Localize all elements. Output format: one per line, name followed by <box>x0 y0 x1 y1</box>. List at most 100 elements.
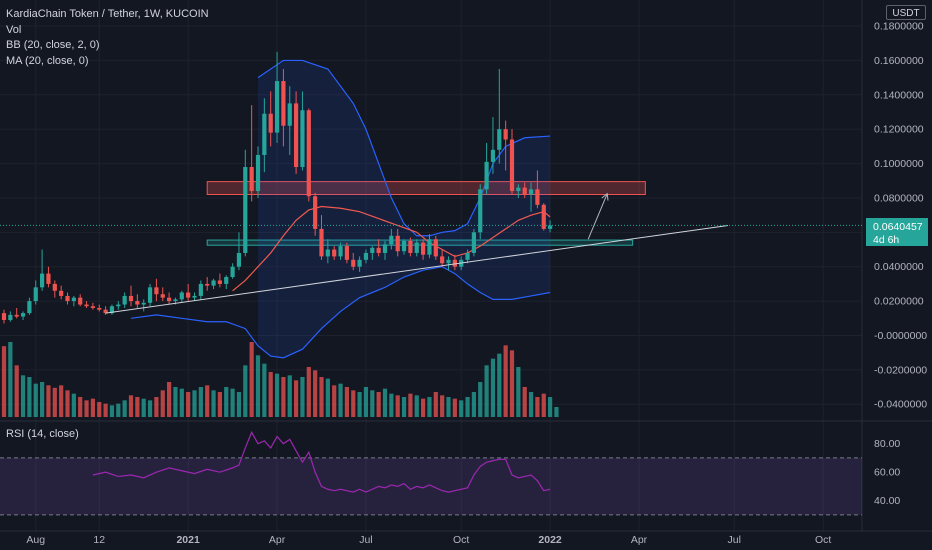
volume-bar <box>116 403 121 417</box>
axes: Aug 12 2021 Apr Jul Oct 2022 Apr Jul Oct 0.1800000… <box>26 21 927 546</box>
volume-bar <box>274 373 280 417</box>
candle <box>478 184 483 240</box>
candle-body <box>198 283 203 296</box>
y-tick-label: -0.0400000 <box>874 399 927 411</box>
vol-legend[interactable]: Vol <box>6 23 22 36</box>
candle <box>427 234 432 259</box>
volume-bar <box>440 395 445 417</box>
volume-bar <box>236 392 242 417</box>
candle <box>370 246 375 260</box>
volume-bar <box>141 398 146 417</box>
candle <box>167 292 172 305</box>
symbol-title[interactable]: KardiaChain Token / Tether, 1W, KUCOIN <box>6 8 209 20</box>
volume-bar <box>408 393 413 417</box>
volume-bar <box>503 345 508 417</box>
candle-body <box>1 313 7 321</box>
candle <box>205 277 210 291</box>
candle-body <box>147 287 153 303</box>
candle <box>548 220 553 233</box>
candle-body <box>78 297 83 305</box>
volume-bar <box>217 392 222 417</box>
volume-bar <box>548 397 553 417</box>
rsi-legend[interactable]: RSI (14, close) <box>6 428 79 440</box>
candle <box>300 91 305 171</box>
candle-body <box>103 309 108 314</box>
volume-bar <box>490 358 496 417</box>
drawing-overlays <box>0 192 862 314</box>
candle-body <box>27 301 32 314</box>
candle-body <box>52 283 57 291</box>
candle-body <box>446 259 451 264</box>
volume-bar <box>160 390 165 417</box>
bb-legend[interactable]: BB (20, close, 2, 0) <box>6 39 100 51</box>
y-tick-label: 0.1400000 <box>874 89 924 101</box>
y-tick-label: 0.1600000 <box>874 55 924 67</box>
current-price-value: 0.0640457 <box>873 221 923 234</box>
candle-body <box>274 81 280 133</box>
volume-bar <box>33 383 38 417</box>
candle-body <box>167 297 172 302</box>
trendline <box>105 224 728 314</box>
candle-body <box>465 252 470 260</box>
volume-bar <box>395 395 400 417</box>
candle-body <box>186 292 191 298</box>
candle-body <box>90 306 95 308</box>
candle-body <box>484 161 489 190</box>
volume-bar <box>59 385 64 417</box>
candle <box>490 117 496 174</box>
candle-body <box>211 280 216 286</box>
volume-bar <box>465 397 470 417</box>
candle <box>452 254 457 271</box>
grid <box>0 0 932 532</box>
candle <box>325 239 330 264</box>
volume-bar <box>522 387 527 417</box>
volume-bar <box>427 397 432 417</box>
volume-bar <box>541 393 546 417</box>
candle-body <box>65 295 70 302</box>
candle-body <box>522 187 527 195</box>
candle <box>141 299 146 312</box>
rsi-pane <box>0 430 862 516</box>
ma-legend[interactable]: MA (20, close, 0) <box>6 54 89 67</box>
candle-body <box>173 299 178 302</box>
volume-bar <box>554 407 559 417</box>
candle <box>135 294 140 308</box>
volume-bar <box>135 397 140 417</box>
y-tick-label: 0.0800000 <box>874 192 924 204</box>
rsi-tick-label: 60.00 <box>874 467 900 479</box>
currency-unit-button[interactable]: USDT <box>886 5 926 20</box>
volume-bar <box>401 397 407 417</box>
volume-bar <box>332 385 337 417</box>
candle <box>344 242 349 264</box>
volume-bar <box>255 355 261 417</box>
bollinger-bands <box>130 59 551 359</box>
volume-bar <box>122 400 127 417</box>
bollinger-lower-line <box>130 266 551 359</box>
candle-body <box>230 266 235 278</box>
candle-body <box>46 273 51 284</box>
volume-bar <box>357 392 362 417</box>
candle-body <box>109 306 115 314</box>
volume-bar <box>186 392 191 417</box>
candle-body <box>535 189 540 205</box>
candle-body <box>548 225 553 229</box>
volume-bar <box>528 392 534 417</box>
volume-bar <box>20 375 26 417</box>
x-tick-label: Apr <box>269 534 286 546</box>
candle-body <box>128 295 134 302</box>
candle <box>541 203 546 231</box>
candle <box>535 170 540 209</box>
candle-body <box>516 187 521 192</box>
x-tick-label: Jul <box>728 534 741 546</box>
candle <box>503 120 508 171</box>
candle <box>414 239 419 257</box>
candle-body <box>332 249 337 257</box>
volume-bar <box>509 350 515 417</box>
volume-bar <box>287 375 292 417</box>
volume-bar <box>294 380 299 417</box>
volume-bar <box>313 370 318 417</box>
y-tick-label: 0.0200000 <box>874 296 924 308</box>
volume-bar <box>459 400 464 417</box>
candle-body <box>281 81 286 126</box>
